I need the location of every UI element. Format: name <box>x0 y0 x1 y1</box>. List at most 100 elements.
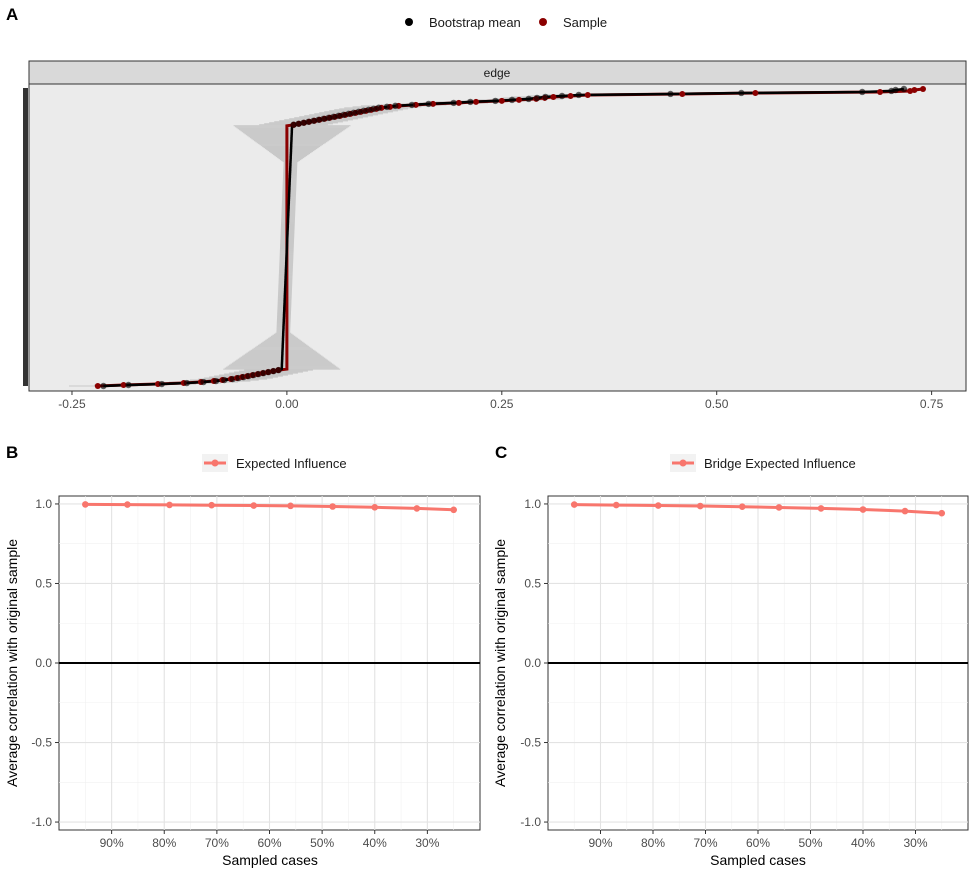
bei-y-tick-label: 0.5 <box>524 576 541 590</box>
ei-series-point <box>124 501 131 508</box>
legend-bei-label: Bridge Expected Influence <box>704 456 856 471</box>
sample-point <box>515 96 522 103</box>
bootstrap-mean-point <box>450 99 457 107</box>
sample-point <box>877 88 884 95</box>
panel-b: B Expected Influence 90% 80% 70% 60% 50% 40% 3… <box>4 443 481 868</box>
panel-a: A Bootstrap mean Sample edge -0.25 0.00 0.… <box>6 5 967 411</box>
bootstrap-mean-point <box>345 110 352 118</box>
ei-series-line <box>85 502 454 512</box>
sample-point <box>430 100 437 107</box>
x-tick-label: 0.00 <box>275 397 299 411</box>
ei-series-point <box>82 501 89 508</box>
bootstrap-mean-point <box>320 115 327 122</box>
bei-series-point <box>654 502 662 509</box>
panel-c-axes: 90% 80% 70% 60% 50% 40% 30% -1.0 -0.5 0.0 0.5 1.0 <box>520 497 928 850</box>
bei-x-tick-label: 50% <box>798 836 822 850</box>
bei-series-point <box>817 505 825 512</box>
bootstrap-mean-point <box>370 105 377 113</box>
panel-c-grid <box>548 496 968 830</box>
ei-y-tick-label: 0.5 <box>35 576 52 590</box>
bootstrap-mean-point <box>330 113 337 121</box>
sample-point <box>120 382 127 389</box>
ei-y-tick-label: 0.0 <box>35 656 52 670</box>
bootstrap-mean-point <box>183 379 191 387</box>
bootstrap-mean-point <box>275 366 282 374</box>
bootstrap-mean-point <box>100 382 107 390</box>
bei-series-point <box>612 501 620 509</box>
edge-lines <box>97 87 924 388</box>
bootstrap-mean-point <box>425 100 432 108</box>
bootstrap-mean-point <box>200 378 207 386</box>
panel-a-label: A <box>6 5 18 24</box>
bootstrap-mean-point <box>542 93 549 101</box>
bei-series-point <box>775 504 783 511</box>
bootstrap-mean-point <box>575 91 582 99</box>
legend-bootstrap-label: Bootstrap mean <box>429 15 521 30</box>
bei-x-tick-label: 70% <box>693 836 717 850</box>
panel-b-series <box>82 501 457 514</box>
edge-axis-bar <box>23 88 28 386</box>
bei-x-tick-label: 40% <box>851 836 875 850</box>
bootstrap-mean-point <box>508 96 516 104</box>
bootstrap-mean-point <box>392 102 399 110</box>
ei-y-tick-label: 1.0 <box>35 497 52 511</box>
ei-y-tick-label: -0.5 <box>31 736 52 750</box>
bei-y-tick-label: 0.0 <box>524 656 541 670</box>
bei-series-point <box>738 503 746 510</box>
x-tick-label: 0.75 <box>920 397 944 411</box>
bootstrap-mean-point <box>859 88 866 96</box>
sample-point <box>567 92 574 99</box>
bootstrap-mean-line <box>103 87 905 388</box>
bei-x-tick-label: 80% <box>641 836 665 850</box>
bootstrap-mean-point <box>667 90 674 98</box>
panel-b-axes: 90% 80% 70% 60% 50% 40% 30% -1.0 -0.5 0.0 0.5 1.0 <box>31 497 439 850</box>
bootstrap-mean-point <box>315 116 322 123</box>
panel-a-legend: Bootstrap mean Sample <box>405 15 607 30</box>
bootstrap-mean-point <box>325 114 332 122</box>
bootstrap-mean-point <box>158 380 166 388</box>
ei-x-tick-label: 80% <box>152 836 176 850</box>
bootstrap-mean-point <box>467 98 474 106</box>
bootstrap-mean-point <box>533 94 541 102</box>
sample-point <box>679 90 686 97</box>
bootstrap-mean-point <box>270 367 277 375</box>
bei-series-line <box>574 503 942 515</box>
panel-a-plot-area <box>28 83 967 392</box>
sample-point <box>752 89 759 96</box>
sample-point <box>94 383 101 389</box>
ei-series-point <box>166 501 173 509</box>
bootstrap-mean-point <box>340 111 347 119</box>
bei-y-tick-label: -1.0 <box>520 815 541 829</box>
legend-ei-key-point <box>211 459 219 467</box>
ei-series-point <box>413 505 421 512</box>
panel-b-y-title: Average correlation with original sample <box>4 539 20 787</box>
bei-y-tick-label: -0.5 <box>520 736 541 750</box>
bei-y-tick-label: 1.0 <box>524 497 541 511</box>
bootstrap-mean-point <box>408 101 416 109</box>
sample-point <box>455 99 462 106</box>
bootstrap-mean-point <box>360 107 367 115</box>
bootstrap-mean-point <box>212 377 220 385</box>
bei-series-point <box>901 507 909 515</box>
ei-x-tick-label: 30% <box>415 836 439 850</box>
panel-b-grid <box>59 496 480 830</box>
ei-series-point <box>329 503 336 510</box>
panel-b-x-title: Sampled cases <box>222 852 318 868</box>
bootstrap-mean-point <box>295 120 302 127</box>
ei-x-tick-label: 40% <box>363 836 387 850</box>
panel-c: C Bridge Expected Influence 90% 80% 70% 60%… <box>492 443 969 868</box>
bootstrap-mean-point <box>355 108 362 116</box>
ei-x-tick-label: 50% <box>310 836 334 850</box>
panel-b-legend: Expected Influence <box>202 454 347 472</box>
ei-series-point <box>250 502 258 509</box>
bei-series-point <box>696 502 704 510</box>
bootstrap-mean-point <box>265 368 272 376</box>
bootstrap-mean-point <box>310 117 317 124</box>
legend-sample-key <box>539 18 547 26</box>
ei-x-tick-label: 90% <box>100 836 124 850</box>
sample-point <box>584 91 591 98</box>
legend-bei-key-point <box>679 459 687 467</box>
bootstrap-mean-point <box>365 106 372 114</box>
ei-y-tick-label: -1.0 <box>31 815 52 829</box>
bootstrap-mean-point <box>492 97 499 105</box>
